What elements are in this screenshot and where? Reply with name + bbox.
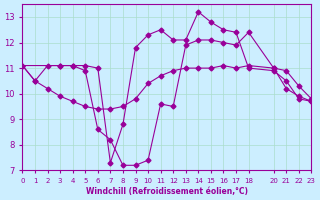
X-axis label: Windchill (Refroidissement éolien,°C): Windchill (Refroidissement éolien,°C) [86, 187, 248, 196]
